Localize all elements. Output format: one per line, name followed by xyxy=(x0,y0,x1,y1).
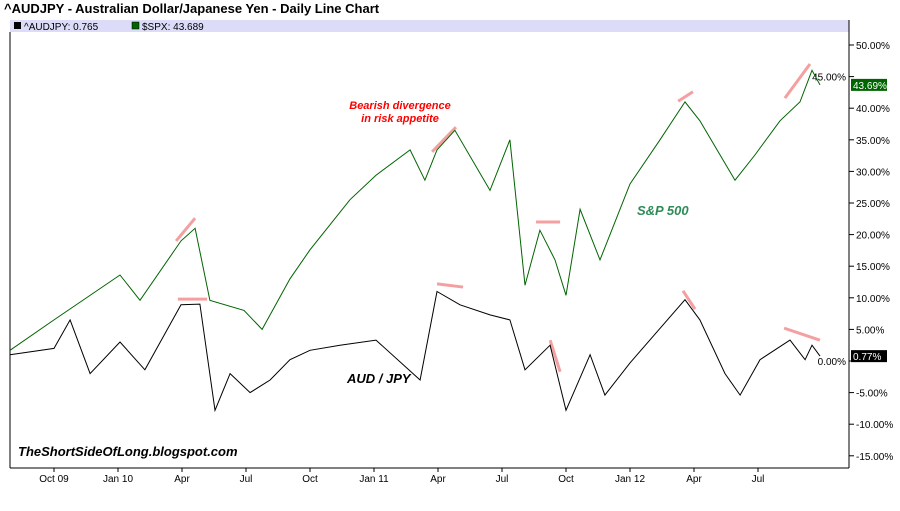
series-line-audjpy xyxy=(9,290,821,413)
y-tick-label: 5.00% xyxy=(856,325,884,336)
annotation-spx-label: S&P 500 xyxy=(637,203,689,218)
divergence-line xyxy=(677,90,694,103)
y-tick-label: 25.00% xyxy=(856,199,890,210)
y-tick-label: 40.00% xyxy=(856,104,890,115)
last-value-label: 0.77% xyxy=(853,352,881,363)
y-tick-label: -10.00% xyxy=(856,420,893,431)
x-tick-label: Oct 09 xyxy=(39,474,69,485)
x-tick-label: Jan 11 xyxy=(359,474,389,485)
x-tick-label: Apr xyxy=(174,474,190,485)
y-tick-label: 10.00% xyxy=(856,294,890,305)
legend-swatch-audjpy xyxy=(14,22,21,29)
legend-audjpy: ^AUDJPY: 0.765 xyxy=(24,22,99,33)
y-tick-label: -15.00% xyxy=(856,452,893,463)
y-tick-label: -5.00% xyxy=(856,389,888,400)
y-tick-label: 35.00% xyxy=(856,136,890,147)
x-tick-label: Oct xyxy=(558,474,574,485)
last-value-badge xyxy=(851,78,887,91)
y-tick-label: 50.00% xyxy=(856,41,890,52)
y-tick-label: 45.00% xyxy=(812,73,846,84)
annotation-risk-appetite: in risk appetite xyxy=(361,113,439,125)
watermark: TheShortSideOfLong.blogspot.com xyxy=(18,444,238,459)
x-tick-label: Jul xyxy=(496,474,509,485)
divergence-line xyxy=(431,126,457,153)
legend-spx: $SPX: 43.689 xyxy=(142,22,204,33)
y-axis-ticks: 50.00% 45.00% 40.00% 35.00% 30.00% 25.00% 20.0… xyxy=(812,41,893,463)
series-lines xyxy=(9,69,821,413)
divergence-line xyxy=(783,326,821,342)
legend-swatch-spx xyxy=(131,21,140,30)
x-axis-ticks: Oct 09 Jan 10 Apr Jul Oct Jan 11 Apr Jul Oct Jan … xyxy=(39,468,764,485)
last-value-labels: 43.69% 0.77% xyxy=(851,78,887,363)
series-line-spx xyxy=(9,69,821,351)
divergence-line xyxy=(681,290,697,310)
x-tick-label: Apr xyxy=(686,474,702,485)
y-tick-label: 0.00% xyxy=(818,357,846,368)
last-value-badge xyxy=(851,350,887,363)
y-tick-label: 20.00% xyxy=(856,231,890,242)
divergence-line xyxy=(548,339,562,373)
x-tick-label: Jul xyxy=(752,474,765,485)
chart-title: ^AUDJPY - Australian Dollar/Japanese Yen… xyxy=(4,1,380,16)
x-tick-label: Jan 12 xyxy=(615,474,645,485)
annotation-bearish-divergence: Bearish divergence xyxy=(349,100,451,112)
x-tick-label: Jan 10 xyxy=(103,474,133,485)
annotation-audjpy-label: AUD / JPY xyxy=(346,371,412,386)
y-tick-label: 30.00% xyxy=(856,167,890,178)
x-tick-label: Jul xyxy=(240,474,253,485)
y-tick-label: 15.00% xyxy=(856,262,890,273)
x-tick-label: Oct xyxy=(302,474,318,485)
legend-bar xyxy=(10,20,849,32)
divergence-line xyxy=(783,63,812,99)
divergence-line xyxy=(436,282,464,289)
divergence-line xyxy=(174,217,197,242)
x-tick-label: Apr xyxy=(430,474,446,485)
last-value-label: 43.69% xyxy=(853,81,887,92)
divergence-lines xyxy=(174,63,821,373)
